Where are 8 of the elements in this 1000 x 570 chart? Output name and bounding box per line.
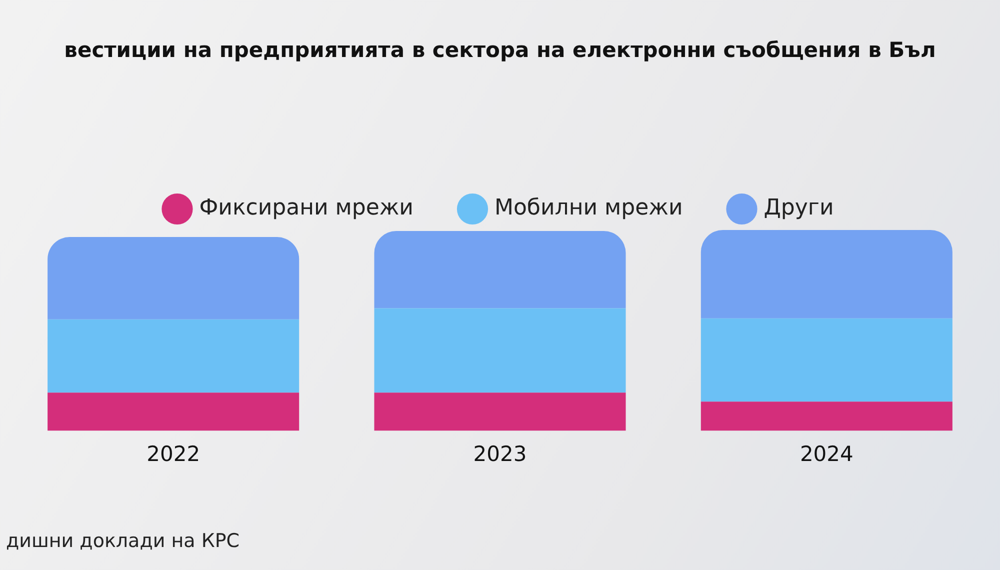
x-tick-label: 2024 [800, 442, 854, 466]
x-tick-label: 2022 [146, 442, 200, 466]
x-tick-label: 2023 [473, 442, 527, 466]
text: дишни доклади на КРС [6, 530, 240, 552]
legend-label: Мобилни мрежи [494, 196, 683, 221]
legend-label: Други [764, 196, 834, 221]
chart-title: вестиции на предприятията в сектора на електронни съобщения в Бъл [63, 38, 937, 62]
legend-label: Фиксирани мрежи [199, 196, 414, 221]
